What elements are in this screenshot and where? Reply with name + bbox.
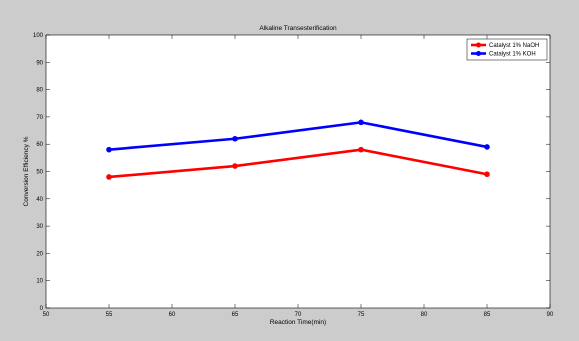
data-point bbox=[358, 146, 364, 153]
y-tick-label: 100 bbox=[33, 33, 44, 39]
data-point bbox=[106, 174, 112, 180]
x-tick-label: 50 bbox=[43, 312, 50, 318]
plot-area bbox=[45, 34, 551, 309]
y-tick-label: 50 bbox=[36, 170, 43, 176]
x-tick-label: 75 bbox=[358, 312, 365, 318]
x-tick-label: 70 bbox=[295, 312, 302, 318]
y-tick-label: 20 bbox=[36, 251, 43, 257]
data-point bbox=[232, 163, 238, 169]
y-axis-title: Conversion Efficiency % bbox=[23, 136, 30, 206]
data-point bbox=[232, 135, 238, 142]
chart-title: Alkaline Transesterification bbox=[259, 25, 337, 32]
data-point bbox=[484, 171, 490, 178]
x-tick-label: 55 bbox=[106, 312, 113, 318]
series-layer bbox=[106, 119, 490, 180]
x-axis-title: Reaction Time(min) bbox=[270, 319, 326, 326]
series-0 bbox=[106, 146, 490, 180]
y-tick-label: 30 bbox=[36, 224, 43, 230]
y-tick-label: 60 bbox=[36, 142, 43, 148]
x-tick-label: 90 bbox=[547, 312, 554, 318]
y-tick-label: 70 bbox=[36, 115, 43, 121]
y-tick-label: 80 bbox=[36, 88, 43, 94]
series-1 bbox=[106, 119, 490, 153]
x-tick-label: 65 bbox=[232, 312, 239, 318]
data-point bbox=[358, 119, 364, 126]
legend-marker bbox=[476, 51, 481, 56]
y-tick-label: 40 bbox=[36, 197, 43, 203]
data-point bbox=[484, 144, 490, 150]
y-tick-label: 10 bbox=[36, 279, 43, 285]
legend-box bbox=[466, 38, 548, 61]
axis-ticks: 50 55 60 65 70 75 80 85 90 0 10 20 30 40 50 60 70 80 90 100 bbox=[33, 33, 554, 318]
x-tick-label: 85 bbox=[484, 312, 491, 318]
legend: Catalyst 1% NaOH Catalyst 1% KOH bbox=[466, 38, 548, 61]
series-line bbox=[108, 121, 488, 151]
legend-marker bbox=[476, 42, 481, 48]
x-tick-label: 60 bbox=[169, 312, 176, 318]
series-line bbox=[108, 148, 488, 179]
x-tick-label: 80 bbox=[421, 312, 428, 318]
y-tick-label: 90 bbox=[36, 60, 43, 66]
data-point bbox=[106, 146, 112, 153]
legend-label: Catalyst 1% NaOH bbox=[489, 43, 539, 49]
y-tick-label: 0 bbox=[40, 306, 44, 312]
legend-label: Catalyst 1% KOH bbox=[489, 52, 536, 58]
